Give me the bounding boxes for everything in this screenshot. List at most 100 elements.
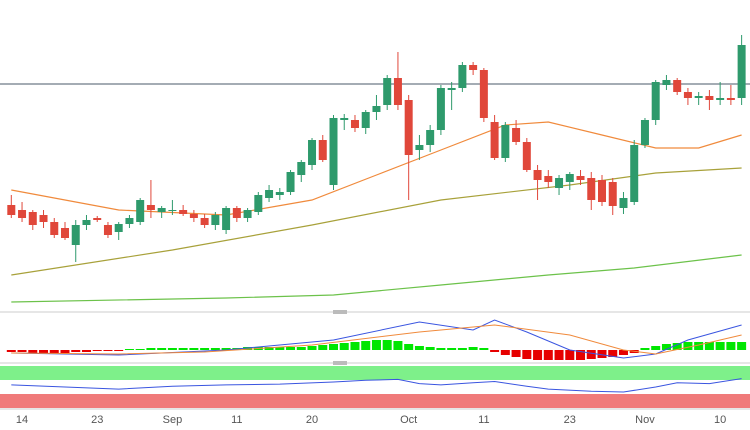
macd-bar [479, 348, 489, 350]
macd-bar [586, 350, 596, 359]
candle-body [716, 98, 725, 100]
candle-body [447, 88, 456, 90]
candle-body [415, 145, 424, 150]
candle-body [383, 78, 392, 105]
x-tick-label: 10 [714, 414, 726, 426]
indicator-line [11, 254, 742, 303]
macd-bar [651, 346, 661, 350]
candle-body [200, 218, 209, 225]
macd-bar [296, 347, 306, 350]
macd-bar [704, 342, 714, 350]
macd-bar [189, 348, 199, 350]
macd-bar [17, 350, 27, 352]
candle-body [243, 210, 252, 218]
macd-bar [618, 350, 628, 355]
macd-bar [393, 341, 403, 350]
macd-bar [92, 350, 102, 351]
macd-bar [576, 350, 586, 360]
macd-bar [694, 342, 704, 350]
macd-bar [565, 350, 575, 360]
candle-body [662, 80, 671, 85]
macd-bar [146, 348, 156, 350]
macd-bar [329, 344, 338, 350]
macd-bar [608, 350, 618, 357]
candle-body [286, 172, 295, 192]
macd-bar [200, 348, 210, 350]
macd-bar [318, 345, 328, 350]
macd-bar [221, 348, 231, 350]
macd-bar [404, 344, 414, 350]
candle-body [103, 225, 112, 235]
candle-body [533, 170, 542, 180]
oversold-band [0, 394, 750, 408]
macd-bar [726, 342, 736, 350]
overbought-band [0, 366, 750, 380]
candle-body [726, 98, 735, 100]
candle-body [598, 180, 606, 202]
candle-body [222, 208, 231, 230]
candle-body [39, 215, 48, 222]
macd-bar [511, 350, 521, 357]
macd-bar [339, 343, 349, 350]
macd-bar [264, 347, 274, 350]
candle-body [501, 125, 510, 158]
candle-body [18, 210, 27, 218]
candle-body [189, 214, 198, 218]
candle-body [587, 178, 596, 200]
candle-body [275, 192, 284, 195]
x-tick-label: Nov [635, 414, 655, 426]
candle-body [608, 182, 617, 206]
x-tick-label: 23 [91, 414, 103, 426]
candle-body [490, 122, 499, 158]
candle-body [640, 120, 649, 145]
candle-body [125, 218, 134, 224]
candle-body [93, 218, 102, 220]
candle-body [512, 128, 521, 142]
candle-body [168, 210, 177, 211]
macd-bar [640, 348, 650, 350]
candle-body [651, 82, 660, 120]
candle-body [297, 162, 306, 175]
candle-body [469, 65, 478, 70]
indicator-line [11, 324, 742, 355]
macd-bar [382, 340, 392, 350]
macd-bar [683, 342, 693, 350]
candle-body [329, 118, 338, 185]
resize-handle[interactable] [333, 361, 347, 365]
macd-bar [672, 343, 682, 350]
candle-body [479, 70, 488, 118]
macd-bar [49, 350, 59, 353]
candle-body [436, 88, 445, 130]
macd-bar [71, 350, 81, 352]
candle-body [136, 200, 145, 222]
resize-handle[interactable] [333, 310, 347, 314]
macd-bar [275, 347, 285, 350]
macd-bar [135, 349, 145, 350]
macd-bar [114, 350, 124, 351]
candle-body [555, 178, 564, 188]
macd-bar [522, 350, 532, 359]
macd-bar [103, 350, 113, 351]
macd-bar [533, 350, 543, 360]
candle-body [232, 208, 241, 218]
macd-bar [597, 350, 607, 358]
macd-bar [447, 348, 457, 350]
candle-body [114, 224, 123, 232]
candle-body [576, 176, 585, 180]
x-tick-label: 14 [16, 414, 28, 426]
candle-body [350, 120, 359, 128]
candle-body [318, 140, 327, 160]
macd-bar [157, 348, 167, 350]
indicator-line [11, 378, 742, 393]
x-tick-label: 20 [306, 414, 318, 426]
candle-body [61, 228, 69, 238]
candle-body [544, 176, 553, 182]
macd-bar [554, 350, 564, 360]
macd-bar [178, 348, 188, 350]
x-tick-label: 11 [478, 414, 489, 426]
candle-body [340, 118, 349, 120]
indicator-line [11, 121, 742, 216]
macd-bar [543, 350, 553, 360]
candle-body [7, 205, 16, 215]
